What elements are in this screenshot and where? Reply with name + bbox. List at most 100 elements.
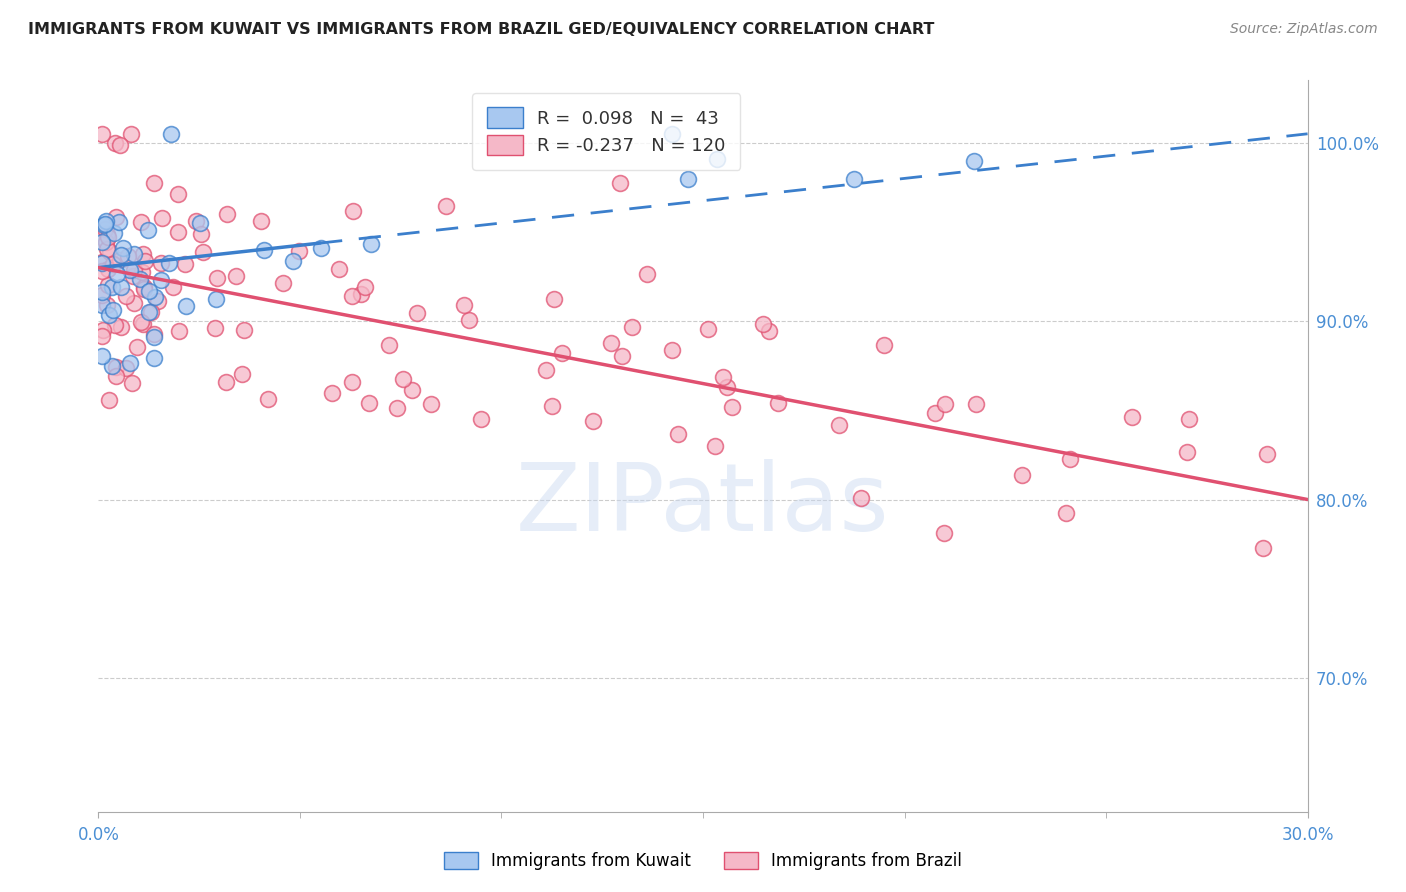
Point xyxy=(110,279,132,293)
Point xyxy=(93,323,115,337)
Point xyxy=(697,321,720,335)
Point xyxy=(128,271,150,285)
Point xyxy=(97,262,120,277)
Point xyxy=(114,289,136,303)
Point xyxy=(543,293,565,307)
Point xyxy=(184,213,207,227)
Point xyxy=(706,152,728,166)
Point xyxy=(98,245,121,260)
Point xyxy=(703,439,725,453)
Point xyxy=(96,298,118,312)
Point xyxy=(150,255,173,269)
Point xyxy=(720,400,742,414)
Point xyxy=(205,270,228,285)
Point xyxy=(138,305,160,319)
Point xyxy=(934,397,956,411)
Point xyxy=(91,288,114,302)
Point xyxy=(91,254,114,268)
Point xyxy=(105,267,128,281)
Point xyxy=(143,330,166,344)
Point xyxy=(104,211,127,225)
Point xyxy=(166,187,188,202)
Point xyxy=(142,351,165,365)
Point xyxy=(470,411,492,425)
Point xyxy=(104,136,127,150)
Point xyxy=(359,396,381,410)
Point xyxy=(131,265,153,279)
Point xyxy=(120,356,142,370)
Point xyxy=(458,313,481,327)
Text: IMMIGRANTS FROM KUWAIT VS IMMIGRANTS FROM BRAZIL GED/EQUIVALENCY CORRELATION CHA: IMMIGRANTS FROM KUWAIT VS IMMIGRANTS FRO… xyxy=(28,22,935,37)
Point xyxy=(176,299,198,313)
Point xyxy=(1175,445,1198,459)
Point xyxy=(828,417,851,432)
Point xyxy=(108,215,131,229)
Point xyxy=(924,407,946,421)
Point xyxy=(271,276,294,290)
Point xyxy=(354,279,377,293)
Point xyxy=(1054,506,1077,520)
Point xyxy=(420,397,443,411)
Point xyxy=(96,242,118,256)
Point xyxy=(204,321,226,335)
Point xyxy=(104,359,127,374)
Legend: Immigrants from Kuwait, Immigrants from Brazil: Immigrants from Kuwait, Immigrants from … xyxy=(437,845,969,877)
Point xyxy=(676,172,699,186)
Point xyxy=(97,278,120,293)
Point xyxy=(91,298,114,312)
Point xyxy=(205,292,228,306)
Point xyxy=(94,235,117,249)
Point xyxy=(129,215,152,229)
Point xyxy=(190,227,212,242)
Point xyxy=(117,249,139,263)
Point xyxy=(110,252,132,267)
Point xyxy=(150,211,173,225)
Point xyxy=(111,241,134,255)
Point xyxy=(122,247,145,261)
Point xyxy=(436,199,458,213)
Point xyxy=(101,359,124,373)
Point xyxy=(118,263,141,277)
Point xyxy=(93,218,115,232)
Point xyxy=(328,262,350,277)
Point xyxy=(162,280,184,294)
Point xyxy=(96,227,118,242)
Point xyxy=(1256,447,1278,461)
Point xyxy=(225,269,247,284)
Point xyxy=(1011,468,1033,483)
Point xyxy=(934,525,956,540)
Point xyxy=(1251,541,1274,556)
Point xyxy=(873,338,896,352)
Point xyxy=(1121,410,1143,425)
Point xyxy=(281,254,304,268)
Point xyxy=(321,386,343,401)
Point xyxy=(110,138,132,153)
Point xyxy=(138,285,160,299)
Point xyxy=(215,375,238,389)
Point xyxy=(401,383,423,397)
Point xyxy=(215,207,238,221)
Point xyxy=(612,350,634,364)
Point xyxy=(582,414,605,428)
Point xyxy=(91,235,114,250)
Point xyxy=(115,361,138,376)
Point xyxy=(134,280,156,294)
Point xyxy=(157,256,180,270)
Point xyxy=(188,216,211,230)
Point xyxy=(124,296,146,310)
Point xyxy=(132,317,155,331)
Point xyxy=(360,236,382,251)
Point xyxy=(122,269,145,284)
Point xyxy=(541,399,564,413)
Point xyxy=(250,214,273,228)
Point xyxy=(340,289,363,303)
Point xyxy=(963,153,986,168)
Point xyxy=(551,345,574,359)
Point xyxy=(91,264,114,278)
Point xyxy=(101,302,124,317)
Point xyxy=(666,427,689,442)
Point xyxy=(965,397,987,411)
Point xyxy=(309,241,332,255)
Point xyxy=(636,268,658,282)
Point xyxy=(844,172,866,186)
